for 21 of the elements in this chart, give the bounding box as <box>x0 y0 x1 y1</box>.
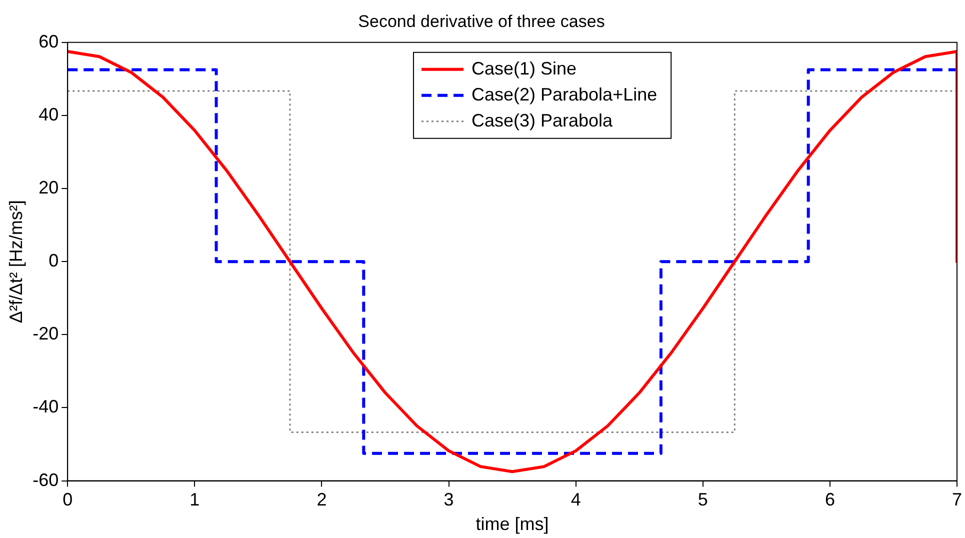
x-tick-label: 1 <box>190 490 200 510</box>
x-tick-label: 4 <box>570 490 581 510</box>
chart-title: Second derivative of three cases <box>358 12 605 31</box>
y-tick-label: 0 <box>48 250 59 271</box>
x-tick-label: 6 <box>824 490 835 510</box>
y-tick-label: -60 <box>32 470 59 490</box>
y-tick-label: 60 <box>38 31 59 52</box>
legend-label: Case(2) Parabola+Line <box>471 84 658 104</box>
y-tick-label: -40 <box>32 396 59 417</box>
x-tick-label: 0 <box>62 490 73 510</box>
y-tick-label: 20 <box>38 178 59 198</box>
x-tick-label: 3 <box>444 490 454 510</box>
legend-label: Case(3) Parabola <box>471 110 614 130</box>
y-axis-title: Δ²f/Δt² [Hz/ms²] <box>6 200 26 324</box>
y-tick-label: 40 <box>38 104 59 124</box>
x-tick-label: 2 <box>316 490 327 510</box>
legend-label: Case(1) Sine <box>471 58 577 78</box>
y-tick-label: -20 <box>32 324 59 344</box>
x-axis-title: time [ms] <box>476 514 549 534</box>
x-tick-label: 7 <box>952 490 962 510</box>
x-tick-label: 5 <box>698 490 708 510</box>
